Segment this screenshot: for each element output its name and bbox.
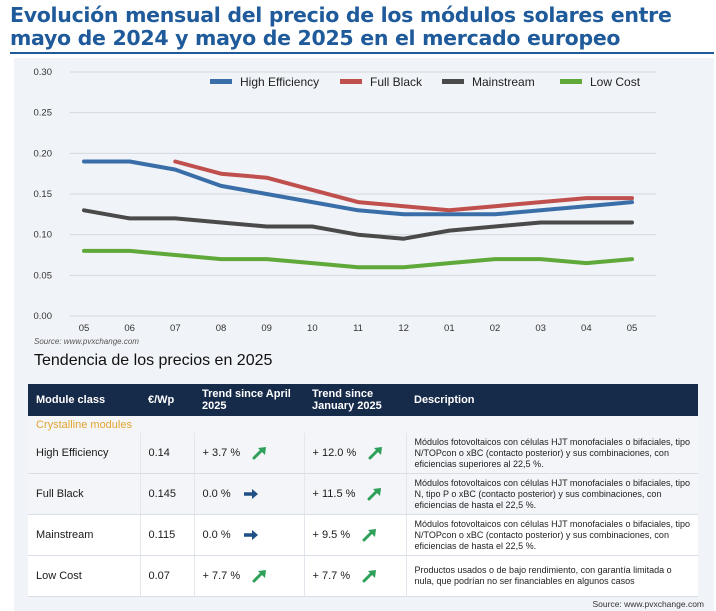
trend-january-cell-text: + 9.5 % [312,528,351,541]
x-tick-label: 06 [124,323,135,334]
x-tick-label: 10 [307,323,318,334]
trend-up-arrow-icon [252,569,268,583]
section-row: Crystalline modules [28,416,698,433]
trend-april-cell: + 7.7 % [194,555,305,597]
price-cell: 0.07 [140,555,195,597]
module-class-cell: Low Cost [28,555,141,597]
trend-up-arrow-icon [367,487,383,501]
description-text: Módulos fotovoltaicos con células HJT mo… [414,436,690,469]
table-source: Source: www.pvxchange.com [592,599,705,609]
trend-april-cell: 0.0 % [194,473,305,515]
legend-swatch [210,79,232,84]
y-tick-label: 0.25 [34,108,53,119]
trend-april-cell: 0.0 % [194,514,305,556]
y-tick-label: 0.30 [34,67,53,78]
legend-swatch [560,79,582,84]
header-trend-april: Trend since April 2025 [202,388,291,412]
price-cell-text: 0.07 [148,570,170,582]
x-tick-label: 09 [261,323,272,334]
module-class-cell: Full Black [28,473,141,515]
x-tick-label: 01 [444,323,455,334]
trend-april-cell-text: 0.0 % [202,487,231,500]
price-cell-text: 0.115 [148,529,176,541]
page-headline: Evolución mensual del precio de los módu… [10,3,672,50]
trend-april-cell-text: + 7.7 % [202,569,241,582]
trend-april-cell: + 3.7 % [194,433,305,474]
description-cell: Módulos fotovoltaicos con células HJT mo… [406,514,698,556]
header-price: €/Wp [148,394,175,406]
legend-swatch [340,79,362,84]
price-cell: 0.115 [140,514,195,556]
trend-flat-arrow-icon [243,487,259,501]
trend-january-cell: + 9.5 % [304,514,407,556]
table-row: Mainstream 0.115 0.0 % + 9.5 % Módulos fotov… [28,514,698,556]
module-class-cell-text: High Efficiency [36,447,109,459]
x-tick-label: 11 [353,323,363,334]
series-line [82,248,634,270]
trend-up-arrow-icon [362,528,378,542]
trend-january-cell-text: + 7.7 % [312,569,351,582]
price-cell-text: 0.14 [148,447,170,459]
module-class-cell-text: Mainstream [36,529,94,541]
trend-flat-arrow-icon [243,528,259,542]
module-class-cell-text: Low Cost [36,570,82,582]
series-line [82,159,634,217]
description-text: Módulos fotovoltaicos con células HJT mo… [414,477,690,510]
description-text: Productos usados o de bajo rendimiento, … [414,565,672,586]
table-row: Low Cost 0.07 + 7.7 % + 7.7 % Productos usad… [28,555,698,597]
y-tick-label: 0.10 [34,230,53,241]
price-trend-table: Module class €/Wp Trend since April 2025… [28,384,698,597]
legend-label: Full Black [370,75,423,89]
module-class-cell-text: Full Black [36,488,84,500]
price-cell-text: 0.145 [148,488,177,500]
trend-january-cell-text: + 12.0 % [312,446,357,459]
x-tick-label: 05 [627,323,638,334]
description-cell: Productos usados o de bajo rendimiento, … [406,555,698,597]
y-tick-label: 0.15 [34,189,53,200]
x-tick-label: 07 [170,323,181,334]
x-tick-label: 12 [398,323,409,334]
description-cell: Módulos fotovoltaicos con células HJT mo… [406,473,698,515]
trend-up-arrow-icon [368,446,384,460]
table-row: High Efficiency 0.14 + 3.7 % + 12.0 % Módulo… [28,433,698,474]
description-text: Módulos fotovoltaicos con células HJT mo… [414,518,690,551]
trend-january-cell-text: + 11.5 % [312,487,356,500]
trend-january-cell: + 7.7 % [304,555,407,597]
x-tick-label: 02 [490,323,501,334]
y-tick-label: 0.00 [34,311,53,322]
trend-january-cell: + 12.0 % [304,433,407,474]
trend-up-arrow-icon [362,569,378,583]
table-header-row: Module class €/Wp Trend since April 2025… [28,384,698,416]
module-class-cell: Mainstream [28,514,141,556]
series-line [82,208,634,241]
headline-underline [10,52,714,54]
trend-april-cell-text: 0.0 % [202,528,231,541]
y-tick-label: 0.20 [34,148,53,159]
header-module-class: Module class [36,394,106,406]
price-cell: 0.14 [140,433,195,474]
trend-april-cell-text: + 3.7 % [202,446,241,459]
legend-label: Low Cost [590,75,641,89]
legend-label: High Efficiency [240,75,319,89]
header-description: Description [414,394,475,406]
section-label: Crystalline modules [28,416,698,433]
legend-swatch [442,79,464,84]
trend-january-cell: + 11.5 % [304,473,407,515]
trend-up-arrow-icon [252,446,268,460]
x-tick-label: 05 [79,323,90,334]
legend-label: Mainstream [472,75,535,89]
price-line-chart: 0.00 0.05 0.10 0.15 0.20 0.25 0.30 05 06 07 08 09 10… [34,67,656,334]
x-tick-label: 08 [216,323,227,334]
y-tick-label: 0.05 [34,270,53,281]
module-class-cell: High Efficiency [28,433,141,474]
description-cell: Módulos fotovoltaicos con células HJT mo… [406,433,698,474]
table-row: Full Black 0.145 0.0 % + 11.5 % Módulos foto… [28,473,698,515]
x-tick-label: 03 [535,323,546,334]
table-title: Tendencia de los precios en 2025 [34,352,273,369]
chart-source: Source: www.pvxchange.com [34,337,139,346]
x-tick-label: 04 [581,323,592,334]
price-cell: 0.145 [140,473,195,515]
series-line [173,159,634,213]
header-trend-january: Trend since January 2025 [312,388,382,412]
